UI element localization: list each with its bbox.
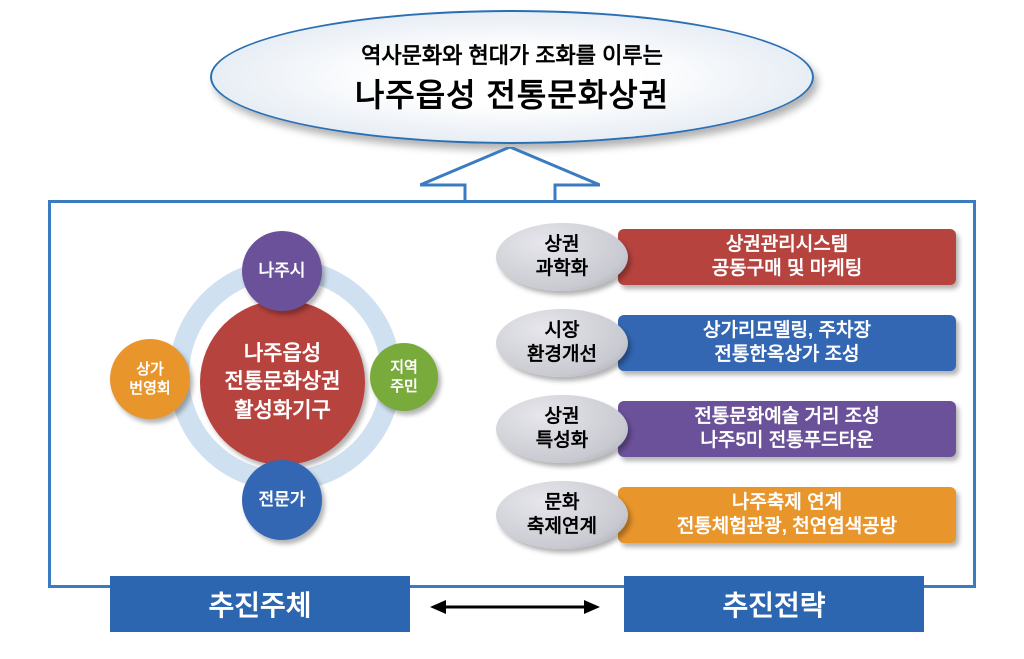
title-oval: 역사문화와 현대가 조화를 이루는 나주읍성 전통문화상권 <box>210 10 814 144</box>
strategy-pill: 상권과학화 <box>496 223 628 291</box>
double-arrow-icon <box>430 598 600 616</box>
up-arrow-icon <box>420 147 600 202</box>
bottom-label-right: 추진전략 <box>624 576 924 632</box>
org-node-bottom: 전문가 <box>242 460 322 540</box>
title-maintext: 나주읍성 전통문화상권 <box>355 70 669 116</box>
strategy-row: 문화축제연계나주축제 연계전통체험관광, 천연염색공방 <box>496 480 976 550</box>
strategy-row: 상권과학화상권관리시스템공동구매 및 마케팅 <box>496 222 976 292</box>
strategy-row: 시장환경개선상가리모델링, 주차장전통한옥상가 조성 <box>496 308 976 378</box>
org-center-node: 나주읍성전통문화상권활성화기구 <box>200 300 365 465</box>
bottom-label-left: 추진주체 <box>110 576 410 632</box>
strategy-bar: 상권관리시스템공동구매 및 마케팅 <box>618 229 956 285</box>
strategy-list: 상권과학화상권관리시스템공동구매 및 마케팅시장환경개선상가리모델링, 주차장전… <box>496 222 976 566</box>
strategy-bar: 나주축제 연계전통체험관광, 천연염색공방 <box>618 487 956 543</box>
strategy-pill: 상권특성화 <box>496 395 628 463</box>
strategy-pill: 문화축제연계 <box>496 481 628 549</box>
strategy-bar: 상가리모델링, 주차장전통한옥상가 조성 <box>618 315 956 371</box>
org-node-left: 상가번영회 <box>110 339 190 419</box>
strategy-row: 상권특성화전통문화예술 거리 조성나주5미 전통푸드타운 <box>496 394 976 464</box>
org-node-top: 나주시 <box>242 231 322 311</box>
title-subtext: 역사문화와 현대가 조화를 이루는 <box>361 38 663 70</box>
strategy-bar: 전통문화예술 거리 조성나주5미 전통푸드타운 <box>618 401 956 457</box>
strategy-pill: 시장환경개선 <box>496 309 628 377</box>
org-node-right: 지역주민 <box>370 343 438 411</box>
org-diagram: 나주읍성전통문화상권활성화기구 나주시 지역주민 전문가 상가번영회 <box>70 225 470 555</box>
